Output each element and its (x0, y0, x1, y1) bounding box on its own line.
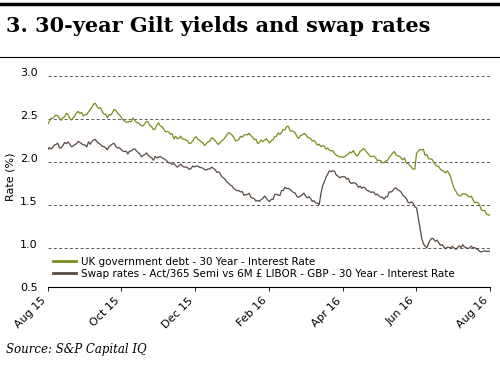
Y-axis label: Rate (%): Rate (%) (6, 153, 16, 201)
Text: 3. 30-year Gilt yields and swap rates: 3. 30-year Gilt yields and swap rates (6, 16, 430, 36)
Text: Source: S&P Capital IQ: Source: S&P Capital IQ (6, 343, 146, 356)
Legend: UK government debt - 30 Year - Interest Rate, Swap rates - Act/365 Semi vs 6M £ : UK government debt - 30 Year - Interest … (52, 257, 454, 279)
